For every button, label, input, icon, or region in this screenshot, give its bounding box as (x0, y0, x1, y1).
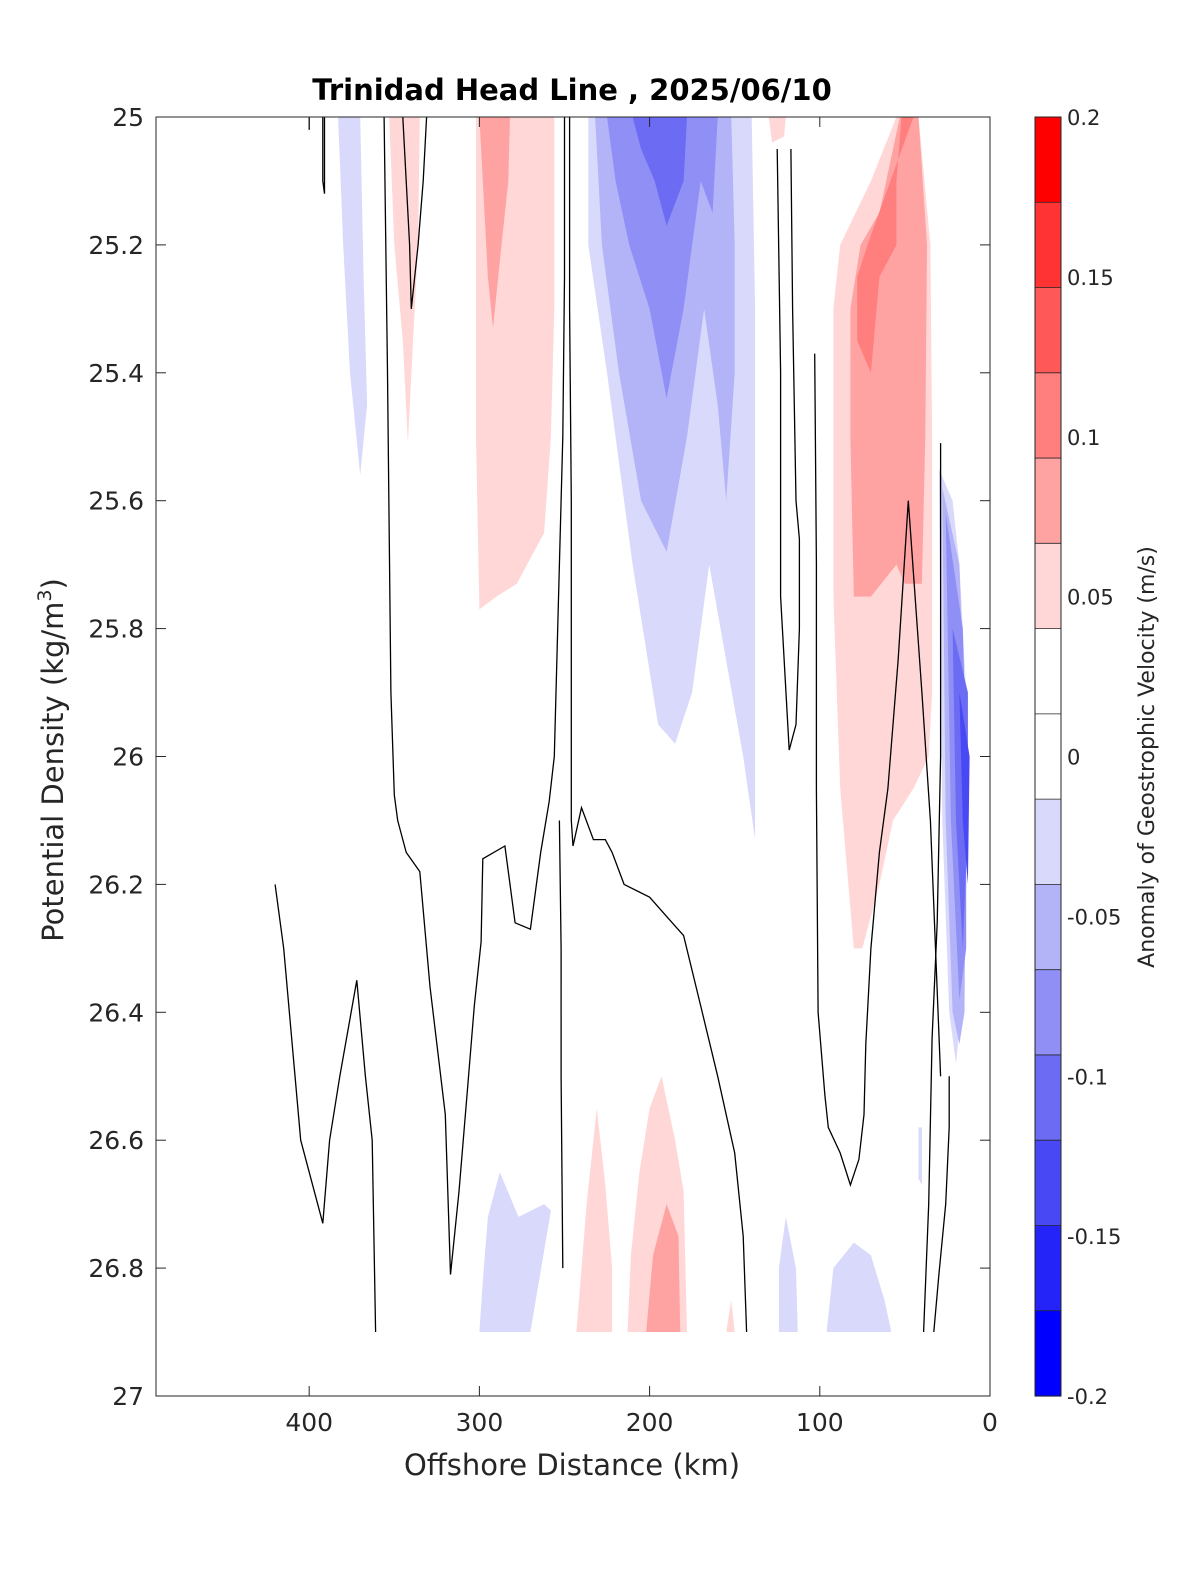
x-tick-label: 100 (796, 1408, 844, 1437)
zero-contour-line-2 (383, 117, 566, 1275)
y-axis-title-superscript: 3 (34, 589, 56, 601)
colorbar-segment (1035, 884, 1061, 971)
x-axis-title: Offshore Distance (km) (404, 1448, 740, 1482)
colorbar-segment (1035, 202, 1061, 289)
zero-contour-line-8 (814, 353, 942, 1188)
colorbar-segment (1035, 628, 1061, 715)
filled-contours (338, 117, 970, 1332)
colorbar-segment (1035, 543, 1061, 630)
x-tick-label: 0 (982, 1408, 998, 1437)
y-tick-label: 26.2 (88, 870, 144, 899)
colorbar: 0.2 0.15 0.1 0.05 0 -0.05 -0.1 -0.15 -0.2 (1034, 106, 1121, 1409)
colorbar-segment (1035, 458, 1061, 544)
colorbar-tick-label: 0 (1067, 746, 1080, 770)
y-tick-label: 25.8 (88, 615, 144, 644)
y-tick-label: 25.2 (88, 231, 144, 260)
contour-region-17 (479, 1172, 551, 1332)
colorbar-tick-label: 0.05 (1067, 586, 1114, 610)
x-tick-label: 200 (626, 1408, 674, 1437)
colorbar-tick-label: -0.1 (1067, 1065, 1108, 1089)
zero-contour-line-7 (776, 148, 801, 751)
y-axis-title-end: ) (36, 578, 70, 589)
colorbar-segment (1035, 1310, 1061, 1397)
colorbar-tick-label: -0.15 (1067, 1225, 1121, 1249)
colorbar-segment (1035, 117, 1061, 203)
contour-region-23 (826, 1242, 892, 1332)
zero-contour-line-6 (558, 820, 564, 1269)
zero-contour-line-1 (322, 117, 326, 194)
contour-region-8 (768, 117, 786, 143)
y-tick-label: 26.4 (88, 998, 144, 1027)
zero-contour-line-3 (402, 117, 428, 309)
x-axis: 400 300 200 100 0 (285, 117, 998, 1437)
colorbar-tick-label: 0.15 (1067, 266, 1114, 290)
contour-region-24 (918, 1127, 922, 1185)
colorbar-segment (1035, 372, 1061, 459)
contour-region-10 (850, 117, 927, 597)
y-tick-label: 26.6 (88, 1126, 144, 1155)
contour-region-0 (338, 117, 368, 476)
contour-region-6 (607, 117, 718, 399)
colorbar-frame (1034, 116, 1062, 1397)
colorbar-tick-label: -0.2 (1067, 1385, 1108, 1409)
colorbar-segment (1035, 713, 1061, 800)
colorbar-title: Anomaly of Geostrophic Velocity (m/s) (1135, 546, 1160, 968)
zero-contour-line-4 (274, 884, 377, 1333)
colorbar-tick-label: 0.1 (1067, 426, 1100, 450)
colorbar-tick-label: -0.05 (1067, 905, 1121, 929)
colorbar-segment (1035, 1225, 1061, 1312)
y-tick-label: 25.6 (88, 487, 144, 516)
y-axis: 25 25.2 25.4 25.6 25.8 26 26.2 26.4 26.6 26.8 27 (88, 103, 990, 1411)
contour-region-11 (857, 117, 914, 373)
colorbar-segment (1035, 1140, 1061, 1227)
contour-region-3 (479, 117, 510, 328)
colorbar-segment (1035, 799, 1061, 885)
contour-region-21 (726, 1300, 735, 1332)
chart-title: Trinidad Head Line , 2025/06/10 (312, 73, 832, 107)
y-tick-label: 25.4 (88, 359, 144, 388)
x-tick-label: 300 (456, 1408, 504, 1437)
y-tick-label: 27 (112, 1382, 144, 1411)
x-tick-label: 400 (285, 1408, 333, 1437)
y-tick-label: 26.8 (88, 1254, 144, 1283)
colorbar-segment (1035, 969, 1061, 1056)
contour-region-15 (952, 628, 968, 949)
colorbar-segment (1035, 1054, 1061, 1141)
contour-region-7 (632, 117, 687, 226)
y-axis-title: Potential Density (kg/m3) (34, 578, 70, 942)
zero-contour-lines (274, 117, 950, 1333)
zero-contour-line-5 (568, 117, 748, 1333)
zero-contour-line-10 (933, 1076, 950, 1333)
colorbar-segment (1035, 287, 1061, 374)
y-tick-label: 25 (112, 103, 144, 132)
contour-region-18 (576, 1108, 613, 1332)
contour-region-20 (646, 1204, 681, 1332)
contour-region-16 (959, 692, 970, 885)
y-tick-label: 26 (112, 743, 144, 772)
y-axis-title-main: Potential Density (kg/m (36, 602, 70, 942)
colorbar-tick-label: 0.2 (1067, 106, 1100, 130)
zero-contour-line-9 (922, 443, 942, 1333)
contour-region-1 (389, 117, 420, 444)
contour-region-22 (778, 1216, 798, 1332)
